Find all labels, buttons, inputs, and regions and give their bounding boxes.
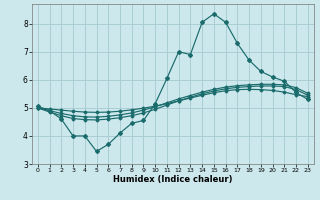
X-axis label: Humidex (Indice chaleur): Humidex (Indice chaleur) — [113, 175, 233, 184]
